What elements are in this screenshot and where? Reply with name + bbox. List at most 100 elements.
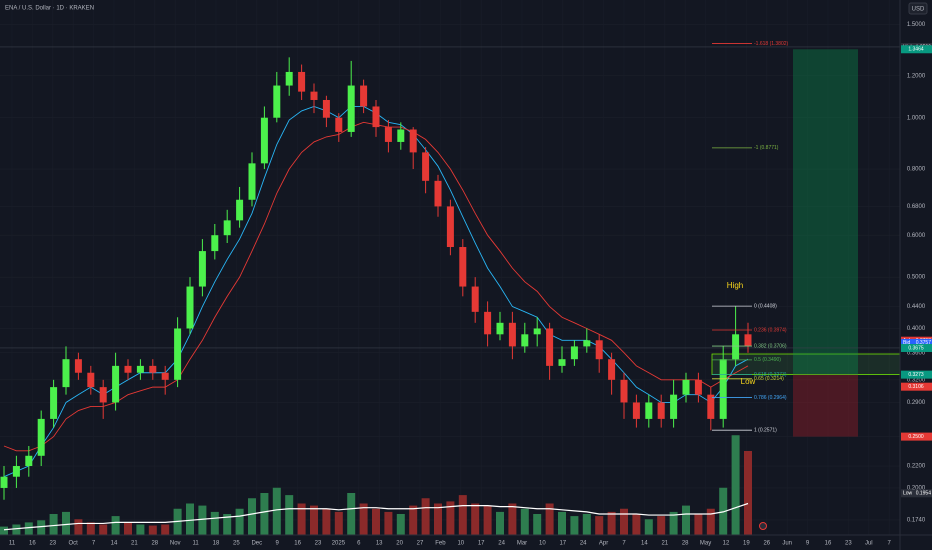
volume-bar: [632, 514, 641, 535]
x-tick-label: 14: [641, 541, 648, 547]
volume-bar: [434, 503, 442, 535]
y-tick-label: 0.5000: [907, 275, 926, 281]
volume-bar: [607, 511, 616, 535]
volume-bar: [198, 505, 207, 535]
x-tick-label: 7: [888, 541, 892, 547]
volume-bar: [186, 503, 194, 535]
y-tick-label: 0.2900: [907, 400, 926, 406]
volume-bar: [37, 520, 46, 535]
candle-body: [508, 322, 516, 347]
x-tick-label: Jun: [782, 541, 792, 547]
candle-body: [645, 402, 653, 419]
x-tick-label: 16: [294, 541, 301, 547]
volume: [0, 435, 752, 535]
candle-body: [409, 129, 417, 153]
fib-label: 0.786 (0.2964): [754, 395, 787, 401]
volume-bar: [533, 514, 542, 535]
candle-body: [446, 206, 454, 248]
volume-bar: [86, 522, 95, 535]
x-tick-label: 18: [213, 541, 220, 547]
candle-body: [248, 163, 256, 200]
price-tag-label: 0.3757: [916, 340, 932, 346]
replay-icon[interactable]: [759, 522, 767, 530]
currency[interactable]: USD: [912, 7, 925, 13]
x-tick-label: 28: [682, 541, 689, 547]
volume-bar: [644, 519, 653, 535]
x-tick-label: 11: [9, 541, 16, 547]
x-tick-label: 7: [92, 541, 96, 547]
volume-bar: [508, 503, 517, 535]
volume-bar: [62, 511, 70, 535]
grid: [0, 0, 900, 535]
candle-body: [186, 286, 194, 329]
y-tick-label: 0.2200: [907, 464, 926, 470]
volume-bar: [669, 511, 678, 535]
fib-label: -1 (0.8771): [754, 145, 779, 151]
candle-body: [25, 455, 33, 467]
volume-bar: [74, 519, 83, 535]
price-tag-prefix: Low: [903, 491, 913, 497]
x-tick-label: 23: [49, 541, 56, 547]
x-tick-label: Jul: [865, 541, 873, 547]
candle-body: [496, 322, 504, 335]
price-tag: [901, 370, 932, 379]
price-tag-label: 0.1954: [916, 491, 932, 497]
volume-bar: [0, 526, 8, 535]
candle-body: [112, 365, 120, 403]
y-tick-label: 0.1740: [907, 518, 926, 524]
x-tick-label: 24: [580, 541, 587, 547]
x-tick-label: Dec: [251, 541, 262, 547]
candle-body: [694, 379, 702, 395]
candle-body: [372, 106, 380, 128]
volume-bar: [161, 524, 170, 535]
x-tick-label: 13: [376, 541, 383, 547]
candle-body: [174, 328, 182, 380]
x-tick-label: Oct: [69, 541, 79, 547]
volume-bar: [124, 522, 132, 535]
currency-button[interactable]: [908, 2, 928, 15]
y-tick-label: 0.8000: [907, 167, 926, 173]
x-tick-label: 7: [622, 541, 626, 547]
volume-bar: [744, 451, 752, 535]
candle-body: [608, 359, 616, 380]
volume-bar: [446, 501, 455, 535]
candle-body: [260, 117, 268, 164]
fib-high-label: High: [727, 281, 743, 290]
candle-body: [595, 340, 603, 360]
x-tick-label: 6: [357, 541, 361, 547]
x-tick-label: 17: [478, 541, 485, 547]
volume-bar: [12, 524, 21, 535]
candle-body: [484, 311, 492, 335]
candle-body: [124, 365, 132, 373]
candle-body: [198, 251, 206, 287]
x-tick-label: 16: [29, 541, 36, 547]
x-tick-label: 23: [845, 541, 852, 547]
volume-ma: [3, 502, 749, 531]
volume-bar: [706, 508, 715, 535]
fib-label: 0 (0.4408): [754, 303, 777, 309]
y-tick-label: 1.5000: [907, 22, 926, 28]
axis: 1.5000 1.2000 1.0000 0.8000 0.6800 0.6000 0.50…: [9, 22, 932, 547]
candle-body: [12, 466, 20, 477]
y-tick-label: 1.0000: [907, 115, 926, 121]
candle-body: [434, 180, 442, 207]
fibonacci: -1.618 (1.3802) -1 (0.8771) 0 (0.4408) 0.23…: [712, 41, 789, 433]
x-tick-label: Feb: [435, 541, 446, 547]
volume-bar: [483, 505, 492, 535]
x-tick-label: 21: [131, 541, 138, 547]
volume-bar: [24, 522, 33, 535]
volume-bar: [248, 498, 256, 535]
volume-bar: [682, 505, 690, 535]
candle-body: [422, 152, 430, 181]
candle-body: [335, 117, 343, 132]
volume-bar: [558, 511, 566, 535]
candle-body: [471, 286, 479, 312]
position-stop: [793, 374, 858, 437]
volume-bar: [384, 511, 393, 535]
volume-bar: [285, 495, 294, 535]
volume-bar: [99, 524, 108, 535]
volume-bar: [496, 511, 504, 535]
fib-label: 0.5 (0.3490): [754, 357, 781, 363]
fib-label: -1.618 (1.3802): [754, 41, 789, 47]
